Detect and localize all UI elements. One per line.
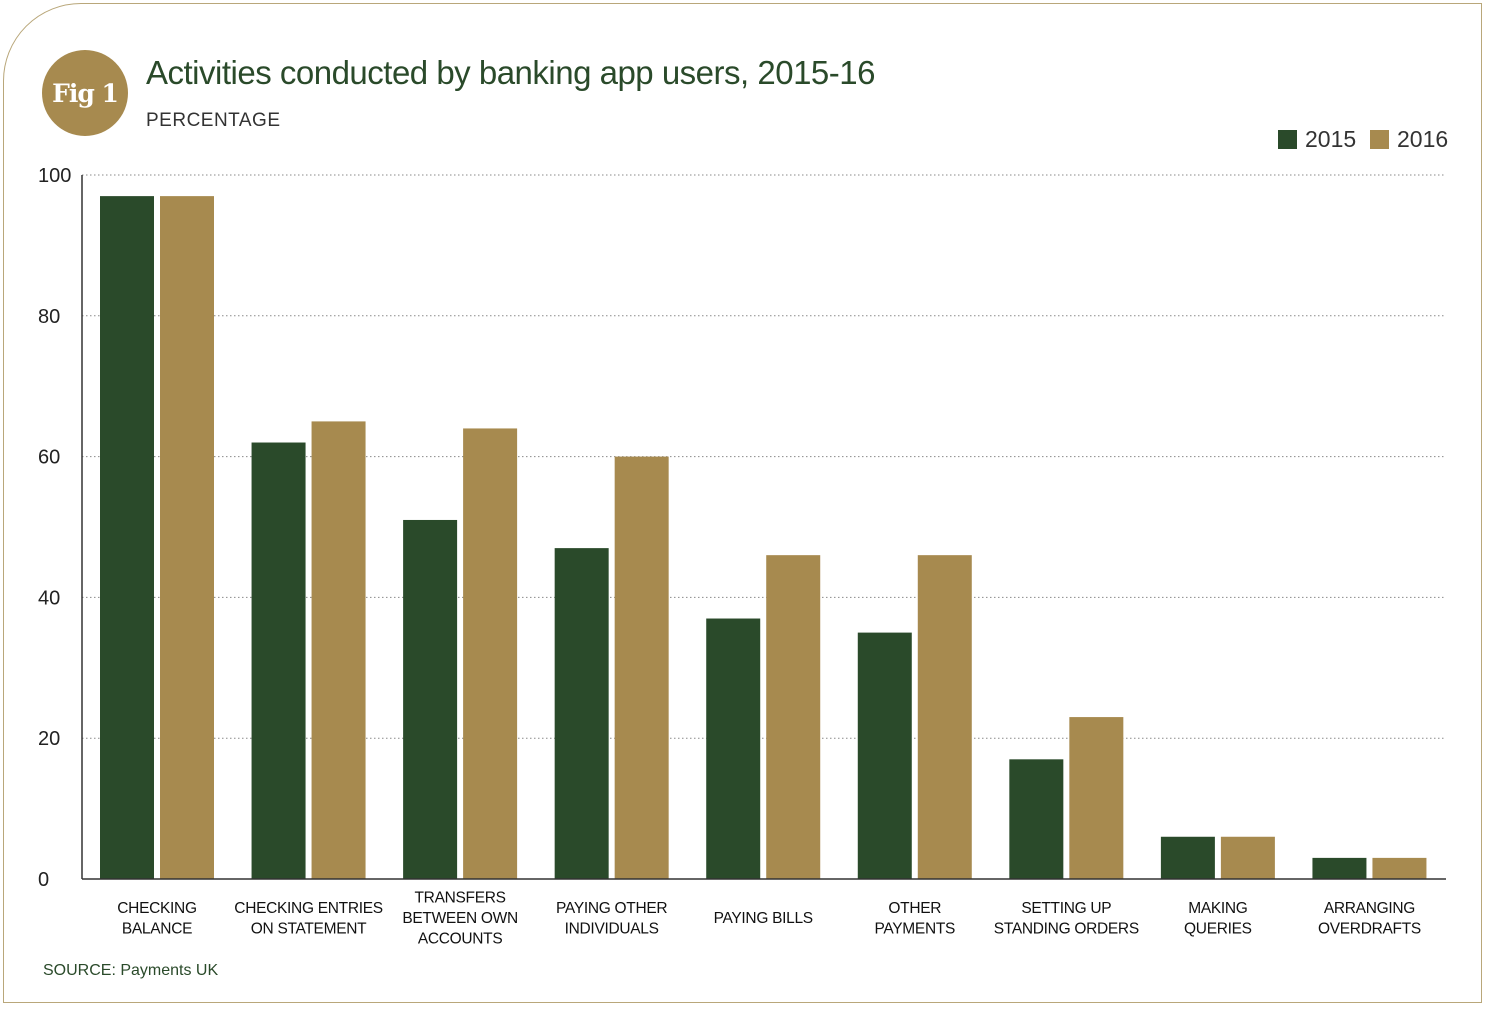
category-label-line: BALANCE bbox=[122, 920, 192, 937]
category-label: ARRANGING OVERDRAFTS bbox=[1318, 900, 1421, 938]
category-label-line: PAYING OTHER bbox=[556, 900, 667, 917]
y-tick-label: 80 bbox=[38, 306, 60, 328]
bar-2016-0 bbox=[160, 196, 214, 879]
bar-2016-6 bbox=[1069, 717, 1124, 879]
category-label: SETTING UP STANDING ORDERS bbox=[994, 900, 1139, 938]
bar-2016-2 bbox=[463, 428, 518, 879]
category-label-line: TRANSFERS bbox=[415, 890, 506, 907]
category-label-line: CHECKING bbox=[117, 900, 196, 917]
legend-label-2015: 2015 bbox=[1305, 126, 1357, 152]
bar-2016-8 bbox=[1372, 857, 1427, 879]
y-tick-label: 60 bbox=[38, 447, 60, 469]
category-label: PAYING OTHER INDIVIDUALS bbox=[556, 900, 667, 938]
chart-subtitle: PERCENTAGE bbox=[146, 110, 281, 131]
category-label-line: SETTING UP bbox=[1021, 900, 1111, 917]
source-note: SOURCE: Payments UK bbox=[43, 962, 219, 979]
chart-title: Activities conducted by banking app user… bbox=[146, 54, 875, 91]
category-label-line: QUERIES bbox=[1184, 920, 1252, 937]
category-label-line: INDIVIDUALS bbox=[565, 920, 659, 937]
bar-2015-8 bbox=[1312, 857, 1367, 879]
category-label: TRANSFERS BETWEEN OWN ACCOUNTS bbox=[402, 890, 518, 948]
y-tick-label: 40 bbox=[38, 587, 60, 609]
bar-2016-7 bbox=[1220, 836, 1275, 879]
category-label: CHECKING ENTRIES ON STATEMENT bbox=[234, 900, 383, 938]
legend-swatch-2015 bbox=[1278, 130, 1297, 149]
category-label-line: MAKING bbox=[1188, 900, 1247, 917]
y-tick-label: 0 bbox=[38, 869, 49, 891]
legend-swatch-2016 bbox=[1370, 130, 1389, 149]
category-label-line: ON STATEMENT bbox=[251, 920, 367, 937]
legend-item-2016: 2016 bbox=[1370, 126, 1448, 153]
bar-2016-1 bbox=[311, 421, 366, 879]
bar-2016-3 bbox=[614, 456, 669, 879]
y-tick-label: 100 bbox=[38, 165, 71, 187]
category-label: PAYING BILLS bbox=[714, 910, 813, 927]
category-label-line: ACCOUNTS bbox=[418, 931, 503, 948]
bar-2015-1 bbox=[251, 442, 306, 879]
bar-2016-5 bbox=[917, 555, 972, 879]
category-label-line: BETWEEN OWN bbox=[402, 910, 518, 927]
category-label-line: STANDING ORDERS bbox=[994, 920, 1139, 937]
category-label-line: PAYING BILLS bbox=[714, 910, 813, 927]
bar-2016-4 bbox=[766, 555, 821, 879]
y-tick-label: 20 bbox=[38, 728, 60, 750]
category-label-line: CHECKING ENTRIES bbox=[234, 900, 383, 917]
bar-2015-0 bbox=[100, 196, 154, 879]
bar-2015-4 bbox=[706, 618, 761, 879]
category-label: MAKING QUERIES bbox=[1184, 900, 1252, 938]
legend-item-2015: 2015 bbox=[1278, 126, 1356, 153]
bar-2015-6 bbox=[1009, 759, 1064, 879]
category-label-line: OTHER bbox=[888, 900, 941, 917]
bar-2015-2 bbox=[403, 519, 458, 879]
figure-frame bbox=[3, 3, 1482, 1003]
figure-badge: Fig 1 bbox=[42, 50, 128, 136]
bar-2015-5 bbox=[857, 632, 912, 879]
category-label: CHECKING BALANCE bbox=[117, 900, 196, 938]
category-label: OTHER PAYMENTS bbox=[874, 900, 955, 938]
category-label-line: OVERDRAFTS bbox=[1318, 920, 1421, 937]
category-label-line: PAYMENTS bbox=[874, 920, 955, 937]
category-label-line: ARRANGING bbox=[1324, 900, 1415, 917]
bar-2015-7 bbox=[1160, 836, 1215, 879]
legend-label-2016: 2016 bbox=[1397, 126, 1449, 152]
bar-2015-3 bbox=[554, 548, 609, 879]
